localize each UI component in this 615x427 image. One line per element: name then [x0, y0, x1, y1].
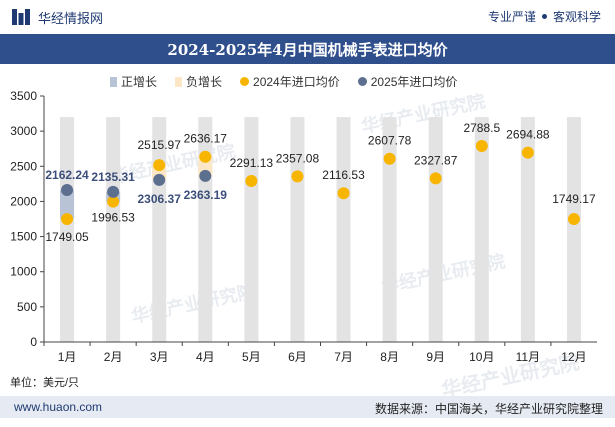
point-2024 — [245, 174, 258, 187]
point-2024 — [107, 195, 120, 208]
point-2024 — [153, 159, 166, 172]
background-band — [336, 117, 351, 342]
background-band — [106, 117, 121, 342]
point-2025 — [107, 185, 120, 198]
legend-label-neg: 负增长 — [186, 75, 223, 89]
data-label-2024: 2357.08 — [276, 151, 320, 165]
x-tick-label: 11月 — [516, 350, 540, 364]
data-label-2024: 2636.17 — [184, 132, 228, 146]
background-band — [474, 117, 489, 342]
background-band — [520, 117, 535, 342]
x-tick-label: 10月 — [469, 350, 494, 364]
legend-label-pos: 正增长 — [121, 75, 158, 89]
data-label-2024: 2694.88 — [506, 128, 550, 142]
data-label-2024: 1996.53 — [91, 211, 135, 225]
footer-source: 数据来源：中国海关，华经产业研究院整理 — [374, 402, 603, 416]
x-tick-label: 6月 — [288, 350, 307, 364]
data-label-2024: 2327.87 — [414, 153, 458, 167]
legend-item-2024: 2024年进口均价 — [240, 73, 340, 90]
point-2025 — [153, 173, 166, 186]
point-2024 — [383, 152, 396, 165]
brand-logo-icon — [12, 9, 30, 25]
tagline-right: 客观科学 — [552, 10, 601, 24]
point-2024 — [199, 150, 212, 163]
legend-swatch-2024-icon — [240, 77, 250, 86]
legend-swatch-neg-icon — [175, 76, 183, 87]
y-tick-label: 3000 — [10, 124, 37, 138]
data-label-2024: 2291.13 — [230, 156, 274, 170]
y-tick-label: 1000 — [10, 265, 37, 279]
x-tick-label: 3月 — [150, 350, 169, 364]
data-label-2025: 2162.24 — [45, 168, 89, 182]
legend-item-neg: 负增长 — [175, 73, 222, 90]
point-2024 — [337, 187, 350, 200]
data-label-2025: 2135.31 — [91, 170, 135, 184]
data-label-2024: 2515.97 — [138, 138, 182, 152]
point-2024 — [475, 140, 488, 153]
background-band — [428, 117, 443, 342]
point-2025 — [199, 169, 212, 182]
point-2024 — [567, 213, 580, 226]
growth-bar-positive — [60, 190, 75, 220]
data-label-2024: 2788.5 — [463, 121, 500, 135]
data-label-2025: 2363.19 — [184, 188, 228, 202]
legend-item-2025: 2025年进口均价 — [357, 73, 458, 90]
title-bar: 2024-2025年4月中国机械手表进口均价 — [0, 34, 615, 64]
footer-bar: www.huaon.com 数据来源：中国海关，华经产业研究院整理 — [0, 396, 615, 418]
y-tick-label: 2000 — [10, 194, 37, 208]
x-tick-label: 12月 — [561, 350, 586, 364]
point-2024 — [291, 170, 304, 183]
legend-swatch-pos-icon — [110, 76, 117, 87]
x-tick-label: 2月 — [104, 350, 123, 364]
legend-label-2025: 2025年进口均价 — [370, 75, 458, 89]
point-2025 — [61, 184, 74, 197]
top-bar: 华经情报网 专业严谨 客观科学 — [0, 0, 615, 34]
y-tick-label: 1500 — [10, 230, 37, 244]
data-label-2024: 2607.78 — [368, 134, 412, 148]
x-tick-label: 7月 — [334, 350, 353, 364]
background-band — [382, 117, 397, 342]
chart-title: 2024-2025年4月中国机械手表进口均价 — [167, 41, 448, 59]
tagline-left: 专业严谨 — [487, 10, 536, 24]
unit-label: 单位：美元/只 — [10, 377, 80, 389]
point-2024 — [429, 172, 442, 185]
y-tick-label: 500 — [17, 300, 37, 314]
footer-site-link[interactable]: www.huaon.com — [14, 400, 103, 414]
data-label-2024: 1749.17 — [552, 192, 596, 206]
legend-label-2024: 2024年进口均价 — [253, 75, 340, 89]
background-band — [60, 117, 75, 342]
tagline-dot-icon — [541, 14, 547, 19]
x-tick-label: 1月 — [58, 350, 77, 364]
background-band — [566, 117, 581, 342]
y-tick-label: 3500 — [10, 89, 37, 103]
background-band — [244, 117, 259, 342]
point-2024 — [61, 213, 74, 226]
legend-swatch-2025-icon — [357, 77, 367, 86]
chart-legend: 正增长 负增长 2024年进口均价 2025年进口均价 — [110, 73, 457, 90]
x-tick-label: 5月 — [242, 350, 261, 364]
legend-item-pos: 正增长 — [110, 73, 157, 90]
data-label-2024: 1749.05 — [45, 230, 89, 244]
tagline: 专业严谨 客观科学 — [488, 8, 601, 25]
data-label-2025: 2306.37 — [138, 192, 182, 206]
x-tick-label: 9月 — [426, 350, 445, 364]
data-label-2024: 2116.53 — [322, 168, 365, 182]
brand-name: 华经情报网 — [38, 11, 104, 26]
y-tick-label: 0 — [30, 335, 37, 349]
y-tick-label: 2500 — [10, 159, 37, 173]
x-tick-label: 8月 — [380, 350, 399, 364]
x-tick-label: 4月 — [196, 350, 215, 364]
point-2024 — [521, 146, 534, 159]
